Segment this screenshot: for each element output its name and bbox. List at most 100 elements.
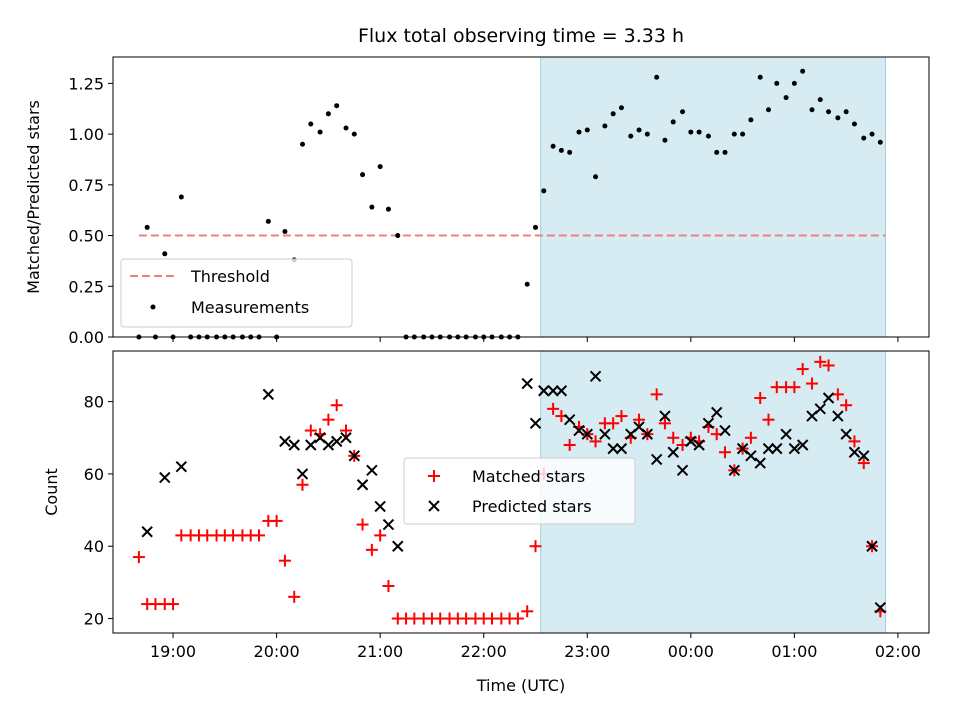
- predicted-star-point: [762, 442, 775, 455]
- predicted-star-point: [141, 526, 153, 538]
- measurement-point: [162, 251, 168, 257]
- matched-star-point: [840, 399, 853, 412]
- matched-legend-label: Matched stars: [472, 467, 585, 486]
- top-y-tick-label: 0.00: [68, 328, 104, 347]
- bottom-y-tick-label: 60: [84, 465, 104, 484]
- matched-star-point: [615, 410, 628, 423]
- matched-star-point: [607, 417, 620, 430]
- matched-star-point: [253, 529, 266, 542]
- predicted-star-point: [392, 540, 404, 552]
- measurement-point: [680, 109, 686, 115]
- predicted-star-point: [538, 385, 550, 397]
- matched-star-point: [330, 399, 343, 412]
- predicted-star-point: [279, 435, 291, 448]
- measurement-point: [843, 109, 849, 115]
- top-y-tick-label: 0.50: [68, 227, 104, 246]
- matched-star-point: [796, 363, 809, 376]
- matched-star-point: [831, 388, 844, 401]
- measurements-legend-label: Measurements: [191, 298, 309, 317]
- predicted-star-point: [288, 439, 300, 451]
- measurement-point: [696, 129, 702, 135]
- predicted-star-point: [814, 403, 826, 415]
- predicted-star-point: [754, 457, 766, 469]
- predicted-star-point: [589, 370, 602, 383]
- top-y-tick-label: 0.25: [68, 277, 104, 296]
- predicted-star-point: [581, 428, 593, 440]
- matched-star-point: [563, 439, 576, 451]
- measurement-point: [602, 123, 608, 129]
- predicted-star-point: [676, 464, 689, 477]
- measurement-point: [593, 174, 599, 180]
- matched-star-point: [848, 435, 861, 448]
- predicted-star-point: [685, 435, 697, 448]
- matched-star-point: [511, 612, 524, 625]
- matched-star-point: [270, 514, 283, 527]
- matched-star-point: [744, 431, 757, 444]
- x-tick-label: 01:00: [771, 642, 817, 661]
- predicted-star-point: [788, 442, 801, 455]
- measurement-point: [300, 141, 306, 147]
- matched-star-point: [857, 457, 870, 470]
- matched-star-point: [529, 540, 542, 553]
- matched-star-point: [650, 388, 663, 401]
- measurement-point: [644, 131, 650, 137]
- predicted-star-point: [796, 439, 809, 451]
- matched-star-point: [132, 551, 145, 564]
- measurement-point: [576, 129, 582, 135]
- predicted-star-point: [607, 442, 619, 455]
- measurement-point: [541, 188, 547, 194]
- measurement-point: [369, 204, 375, 210]
- measurement-point: [618, 105, 624, 111]
- measurement-point: [791, 80, 797, 86]
- matched-star-point: [589, 435, 602, 448]
- predicted-star-point: [555, 385, 568, 397]
- threshold-legend-label: Threshold: [190, 267, 270, 286]
- matched-star-point: [658, 417, 671, 430]
- top-plot-frame: [112, 56, 930, 338]
- measurement-point: [835, 115, 841, 121]
- measurement-point: [351, 131, 357, 137]
- top-legend-box: [120, 258, 353, 328]
- measurement-point: [774, 80, 780, 86]
- measurement-point: [584, 127, 590, 133]
- measurement-point: [334, 103, 340, 109]
- predicted-star-point: [296, 468, 309, 480]
- matched-star-point: [278, 554, 291, 567]
- bottom-y-tick-label: 20: [84, 610, 104, 629]
- predicted-star-point: [330, 435, 343, 448]
- predicted-star-point: [866, 540, 878, 552]
- matched-star-point: [296, 478, 309, 491]
- measurement-point: [558, 147, 564, 153]
- matched-star-point: [365, 543, 378, 556]
- measurement-point: [636, 127, 642, 133]
- measurement-point: [325, 111, 331, 117]
- measurement-point: [317, 129, 323, 135]
- measurement-point: [722, 149, 728, 155]
- measurement-point: [343, 125, 349, 131]
- predicted-star-point: [719, 424, 731, 437]
- predicted-star-point: [771, 442, 783, 455]
- measurement-point: [178, 194, 184, 200]
- matched-star-point: [633, 413, 646, 426]
- top-observing-window: [540, 56, 887, 338]
- predicted-star-point: [874, 601, 887, 614]
- predicted-star-point: [374, 500, 386, 513]
- measurement-point: [861, 135, 867, 141]
- measurement-point: [308, 121, 314, 127]
- matched-star-point: [339, 424, 352, 437]
- measurement-point: [550, 143, 556, 149]
- x-tick-label: 19:00: [150, 642, 196, 661]
- predicted-star-point: [322, 439, 335, 451]
- predicted-legend-swatch: [428, 500, 440, 512]
- top-y-axis-label: Matched/Predicted stars: [24, 100, 43, 294]
- top-legend: Threshold Measurements: [120, 258, 353, 328]
- predicted-star-point: [573, 424, 585, 437]
- predicted-star-point: [822, 392, 835, 404]
- measurement-point: [714, 149, 720, 155]
- measurement-point: [869, 131, 875, 137]
- predicted-star-point: [159, 471, 171, 484]
- bottom-plot-frame: [112, 350, 930, 634]
- measurement-point: [265, 218, 271, 224]
- measurement-point: [765, 107, 771, 113]
